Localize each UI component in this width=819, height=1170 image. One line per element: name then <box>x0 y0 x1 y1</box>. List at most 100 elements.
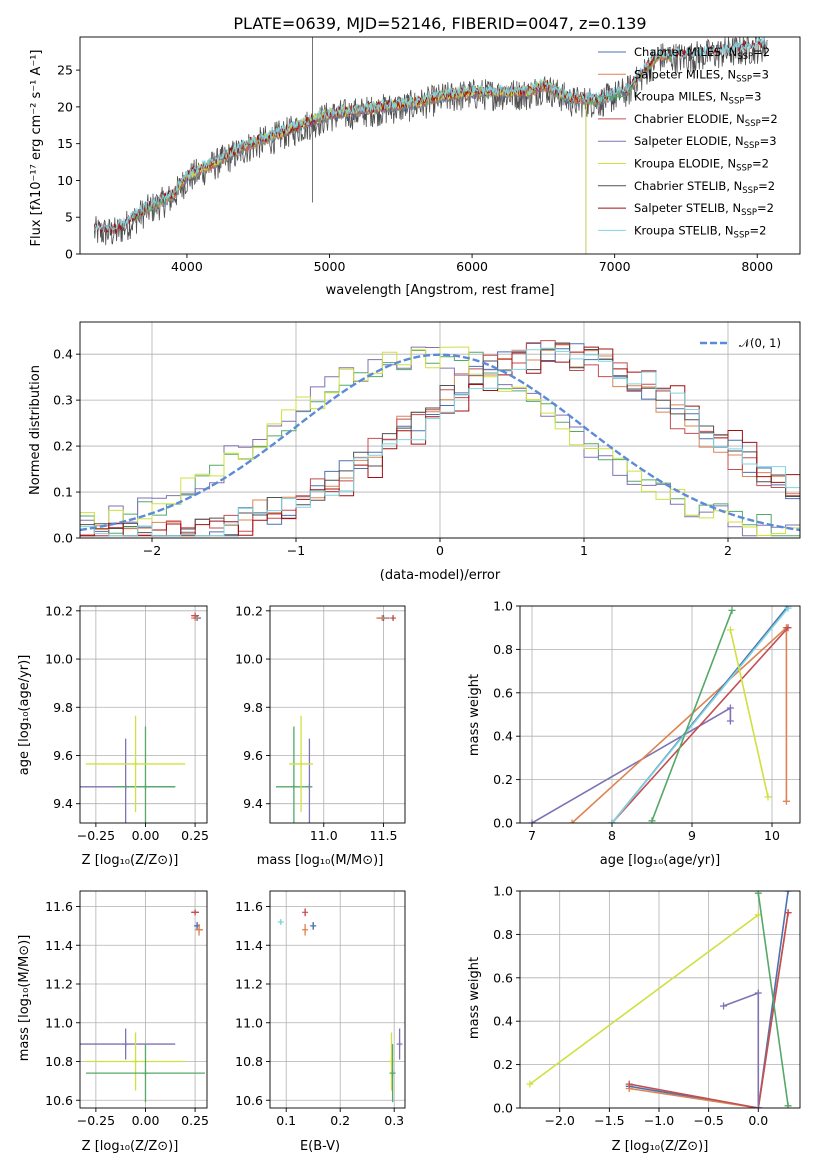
spectrum-axes: 4000 5000 6000 7000 8000 0 5 10 15 20 25 <box>57 63 773 274</box>
massweight_vs_age-ytick-label: 1.0 <box>493 599 513 614</box>
age_vs_mass-ytick-label: 10.2 <box>235 603 263 618</box>
spectrum-lines <box>93 37 768 254</box>
mass_vs_Z-ytick-label: 11.2 <box>45 977 73 992</box>
series-marker-kroupa_stelib <box>608 819 616 823</box>
age_vs_Z-ytick-label: 9.6 <box>53 748 73 763</box>
series-line-kroupa_stelib <box>611 607 789 823</box>
spectrum-ytick-label: 20 <box>57 99 73 114</box>
residuals-ytick-label: 0.2 <box>53 439 73 454</box>
series-marker-kroupa_elodie <box>764 793 772 801</box>
massweight_vs_Z-ytick-label: 0.6 <box>493 970 513 985</box>
massweight_vs_age-xtick-label: 7 <box>528 828 536 843</box>
age_vs_Z-frame <box>79 605 208 824</box>
series-marker-kroupa_miles <box>728 606 736 614</box>
histogram-kroupa_stelib <box>80 347 800 537</box>
mass_vs_ebv-ytick-label: 10.6 <box>235 1093 263 1108</box>
spectrum-line-salpeter_miles <box>132 52 672 223</box>
age_vs_Z-ytick-label: 9.4 <box>53 796 73 811</box>
marker-kroupa_miles <box>389 1070 396 1077</box>
marker-chabrier_elodie <box>192 612 199 619</box>
marker-kroupa_miles <box>142 1070 149 1077</box>
series-marker-salpeter_elodie <box>720 1002 728 1010</box>
legend-label-normal: 𝒩(0, 1) <box>739 336 781 350</box>
mass-vs-z-ylabel: mass [log₁₀(M/M⊙)] <box>17 935 32 1062</box>
marker-chabrier_elodie <box>192 909 199 916</box>
massweight_vs_age-xtick-label: 9 <box>688 828 696 843</box>
series-marker-salpeter_elodie <box>528 819 536 823</box>
spectrum-line-chabrier_miles <box>132 50 673 225</box>
massweight_vs_age-ytick-label: 0.4 <box>493 729 513 744</box>
mass-vs-z-xlabel: Z [log₁₀(Z/Z⊙)] <box>82 1139 179 1154</box>
series-marker-salpeter_elodie <box>754 989 762 997</box>
legend-label-chabrier_miles: Chabrier MILES, NSSP=2 <box>634 45 770 62</box>
massweight_vs_Z-ytick-label: 1.0 <box>493 884 513 899</box>
mass_vs_ebv-xtick-label: 0.3 <box>384 1113 404 1128</box>
series-marker-chabrier_miles <box>784 891 792 895</box>
mass_vs_ebv-axes: 0.1 0.2 0.3 10.6 10.8 11.0 11.2 11.4 11.6 <box>235 891 405 1128</box>
age_vs_Z-axes: −0.25 0.00 0.25 9.4 9.6 9.8 10.0 10.2 <box>45 603 209 843</box>
marker-salpeter_elodie <box>396 1041 403 1048</box>
mass_vs_Z-axes: −0.25 0.00 0.25 10.6 10.8 11.0 11.2 11.4 11.6 <box>45 891 209 1128</box>
marker-salpeter_miles <box>302 926 309 933</box>
massweight_vs_Z-series <box>526 891 792 1108</box>
series-line-kroupa_elodie <box>729 629 769 798</box>
legend-label-kroupa_elodie: Kroupa ELODIE, NSSP=2 <box>634 157 769 174</box>
histogram-chabrier_stelib <box>80 342 800 537</box>
massweight-vs-z-xlabel: Z [log₁₀(Z/Z⊙)] <box>612 1139 709 1154</box>
age-vs-z-xlabel: Z [log₁₀(Z/Z⊙)] <box>82 853 179 868</box>
residuals-ytick-label: 0.1 <box>53 485 73 500</box>
series-line-kroupa_miles <box>757 893 789 1106</box>
age_vs_mass-ytick-label: 10.0 <box>235 652 263 667</box>
series-marker-kroupa_stelib <box>784 606 792 612</box>
legend-label-kroupa_stelib: Kroupa STELIB, NSSP=2 <box>634 223 766 240</box>
mass_vs_ebv-points <box>277 908 403 1103</box>
residuals-ylabel: Normed distribution <box>28 365 43 495</box>
series-marker-salpeter_elodie <box>726 704 734 712</box>
residuals-xlabel: (data-model)/error <box>380 568 501 583</box>
age_vs_mass-xtick-label: 11.0 <box>310 828 338 843</box>
spectrum-xtick-label: 8000 <box>741 259 773 274</box>
legend-label-kroupa_miles: Kroupa MILES, NSSP=3 <box>634 90 761 107</box>
spectrum-line-kroupa_stelib <box>93 37 768 234</box>
mass_vs_Z-xtick-label: −0.25 <box>77 1113 115 1128</box>
massweight_vs_Z-ytick-label: 0.4 <box>493 1014 513 1029</box>
massweight_vs_age-frame <box>519 605 801 824</box>
age_vs_Z-ytick-label: 10.0 <box>45 652 73 667</box>
histogram-kroupa_elodie <box>80 346 800 536</box>
series-line-chabrier_elodie <box>611 627 789 823</box>
age-vs-z-ylabel: age [log₁₀(age/yr)] <box>17 655 32 776</box>
legend-label-chabrier_elodie: Chabrier ELODIE, NSSP=2 <box>634 112 778 129</box>
marker-kroupa_miles <box>290 783 297 790</box>
spectrum-title: PLATE=0639, MJD=52146, FIBERID=0047, z=0… <box>233 14 646 33</box>
massweight_vs_Z-ytick-label: 0.8 <box>493 927 513 942</box>
age_vs_mass-ytick-label: 9.6 <box>243 748 263 763</box>
legend-label-salpeter_elodie: Salpeter ELODIE, NSSP=3 <box>634 134 777 151</box>
legend-label-salpeter_stelib: Salpeter STELIB, NSSP=2 <box>634 201 774 218</box>
marker-kroupa_stelib <box>277 919 284 925</box>
mass_vs_Z-xtick-label: 0.00 <box>132 1113 160 1128</box>
residuals-ytick-label: 0.4 <box>53 347 73 362</box>
age_vs_Z-xtick-label: 0.00 <box>132 828 160 843</box>
mass_vs_ebv-ytick-label: 11.2 <box>235 977 263 992</box>
residuals-xtick-label: 0 <box>436 543 444 558</box>
residuals-xtick-label: −1 <box>287 543 305 558</box>
massweight_vs_age-xtick-label: 10 <box>764 828 780 843</box>
series-line-chabrier_elodie <box>629 912 789 1108</box>
series-marker-salpeter_miles <box>568 819 576 823</box>
mass_vs_Z-ytick-label: 10.8 <box>45 1054 73 1069</box>
series-marker-salpeter_elodie <box>754 1104 762 1108</box>
spectrum-xtick-label: 6000 <box>456 259 488 274</box>
mass_vs_ebv-ytick-label: 11.0 <box>235 1015 263 1030</box>
marker-salpeter_miles <box>379 615 386 622</box>
spectrum-line-kroupa_miles <box>132 50 673 223</box>
massweight_vs_Z-frame <box>519 890 801 1109</box>
age_vs_Z-ytick-label: 9.8 <box>53 700 73 715</box>
marker-chabrier_miles <box>310 922 317 929</box>
age_vs_Z-xtick-label: 0.25 <box>181 828 209 843</box>
massweight_vs_Z-ytick-label: 0.0 <box>493 1101 513 1116</box>
marker-kroupa_elodie <box>132 760 139 767</box>
marker-chabrier_elodie <box>302 909 309 916</box>
spectrum-legend: Chabrier MILES, NSSP=2 Salpeter MILES, NS… <box>598 45 778 240</box>
series-marker-kroupa_miles <box>648 817 656 823</box>
